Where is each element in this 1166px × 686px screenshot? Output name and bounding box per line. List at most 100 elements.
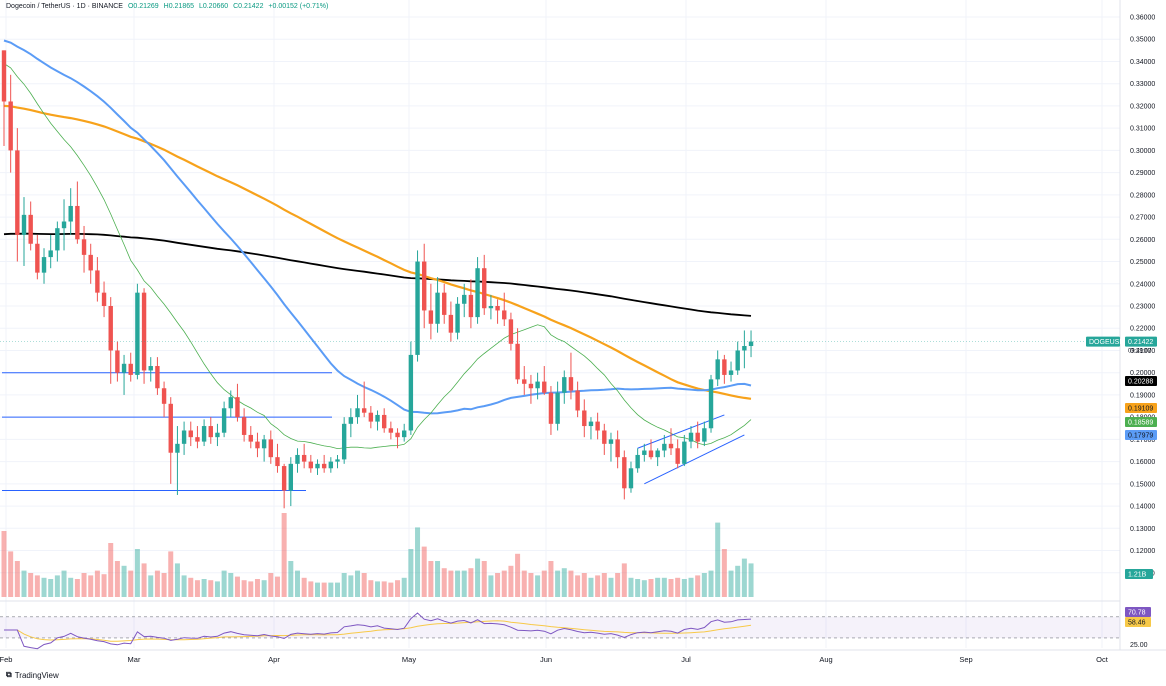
volume-bar: [81, 573, 87, 597]
rsi-pane: [0, 612, 1120, 650]
rsi-value-label: 70.78: [1125, 607, 1151, 617]
candle-body: [555, 392, 560, 424]
price-tick-label: 0.21000: [1130, 348, 1155, 355]
candle-body: [261, 439, 267, 449]
candle-body: [301, 454, 307, 462]
volume-bar: [715, 522, 721, 597]
candle-body: [682, 441, 687, 464]
price-tick-label: 0.26000: [1130, 237, 1155, 244]
ma-value-label-bg: [1125, 403, 1157, 413]
volume-bar: [595, 575, 601, 597]
candle-body: [235, 397, 240, 418]
volume-bar: [108, 543, 114, 597]
tradingview-brand[interactable]: ⧉ TradingView: [6, 670, 59, 680]
volume-bar: [208, 580, 214, 597]
volume-bar: [181, 575, 187, 597]
candle-body: [155, 366, 160, 389]
candle-body: [608, 439, 614, 444]
candle-body: [75, 205, 80, 240]
candle-body: [368, 412, 374, 422]
last-price-label-text: 0.21422: [1128, 339, 1153, 346]
volume-layer: [1, 513, 754, 597]
time-tick-label: Jul: [681, 655, 691, 664]
volume-bar: [361, 573, 367, 597]
candle-body: [688, 432, 694, 442]
candle-body: [468, 294, 474, 318]
volume-bar: [501, 570, 507, 597]
horizontal-levels: [2, 372, 332, 492]
volume-bar: [1, 531, 7, 597]
volume-bar: [388, 582, 394, 597]
volume-bar: [214, 581, 220, 597]
candle-body: [635, 454, 640, 469]
price-tick-label: 0.24000: [1130, 281, 1155, 288]
volume-bar: [421, 546, 427, 597]
ma-line: [3, 232, 752, 317]
countdown-label: 09:49:07: [1128, 349, 1152, 355]
candle-body: [115, 350, 120, 373]
volume-bar: [695, 575, 701, 597]
volume-bar: [568, 570, 574, 597]
candle-body: [442, 292, 447, 315]
candle-body: [128, 363, 133, 375]
volume-bar: [28, 573, 34, 597]
price-tick-label: 0.20000: [1130, 370, 1155, 377]
candle-body: [135, 292, 140, 375]
ma-line: [3, 104, 752, 400]
tradingview-logo-icon: ⧉: [6, 670, 12, 679]
price-tick-label: 0.27000: [1130, 215, 1155, 222]
candle-body: [121, 363, 127, 373]
rsi-ma-label-text: 58.46: [1128, 620, 1146, 627]
volume-bar: [541, 570, 547, 597]
time-tick-label: Aug: [819, 655, 832, 664]
volume-bar: [375, 581, 381, 597]
candle-body: [175, 443, 180, 453]
candle-body: [101, 292, 107, 306]
candle-body: [8, 101, 13, 151]
symbol-name[interactable]: Dogecoin / TetherUS · 1D · BINANCE: [6, 3, 123, 10]
candle-body: [148, 366, 153, 371]
rsi-ma-line: [4, 620, 752, 642]
candle-body: [455, 303, 460, 333]
volume-bar: [588, 577, 594, 597]
candle-body: [722, 359, 727, 375]
price-tick-label: 0.34000: [1130, 59, 1155, 66]
volume-bar: [121, 565, 127, 597]
volume-bar: [368, 580, 374, 597]
last-price-label: 0.21422: [1125, 336, 1157, 347]
price-tick-label: 0.33000: [1130, 81, 1155, 88]
volume-bar: [274, 576, 280, 597]
candle-body: [335, 459, 340, 462]
candle-body: [435, 292, 440, 324]
candle-body: [68, 205, 73, 222]
volume-bar: [128, 570, 134, 597]
candle-body: [495, 306, 500, 311]
ma-value-label-bg: [1125, 376, 1157, 386]
candle-body: [28, 214, 33, 244]
candle-body: [535, 381, 540, 389]
volume-bar: [94, 570, 100, 597]
volume-bar: [194, 580, 200, 597]
ohlc-close: C0.21422: [233, 3, 264, 10]
candle-body: [81, 239, 87, 255]
volume-bar: [168, 551, 174, 597]
rsi-value-label-text: 70.78: [1128, 610, 1146, 617]
ohlc-open: O0.21269: [127, 3, 159, 10]
volume-bar: [228, 573, 234, 597]
ma-value-label-bg: [1125, 417, 1157, 427]
ma-line: [3, 39, 752, 415]
volume-bar: [648, 579, 654, 597]
candle-body: [308, 461, 314, 469]
volume-bar: [455, 570, 461, 597]
ma-value-label-text: 0.19109: [1128, 406, 1153, 413]
price-tick-label: 0.22000: [1130, 326, 1155, 333]
volume-bar: [608, 577, 614, 597]
volume-bar: [575, 575, 581, 597]
time-axis: Feb Mar Apr May Jun Jul Aug Sep Oct: [0, 655, 1109, 664]
volume-bar: [528, 573, 534, 597]
volume-bar: [601, 573, 607, 597]
rsi-ma-label-bg: [1125, 617, 1151, 627]
candle-body: [275, 457, 280, 467]
candle-body: [482, 268, 487, 309]
